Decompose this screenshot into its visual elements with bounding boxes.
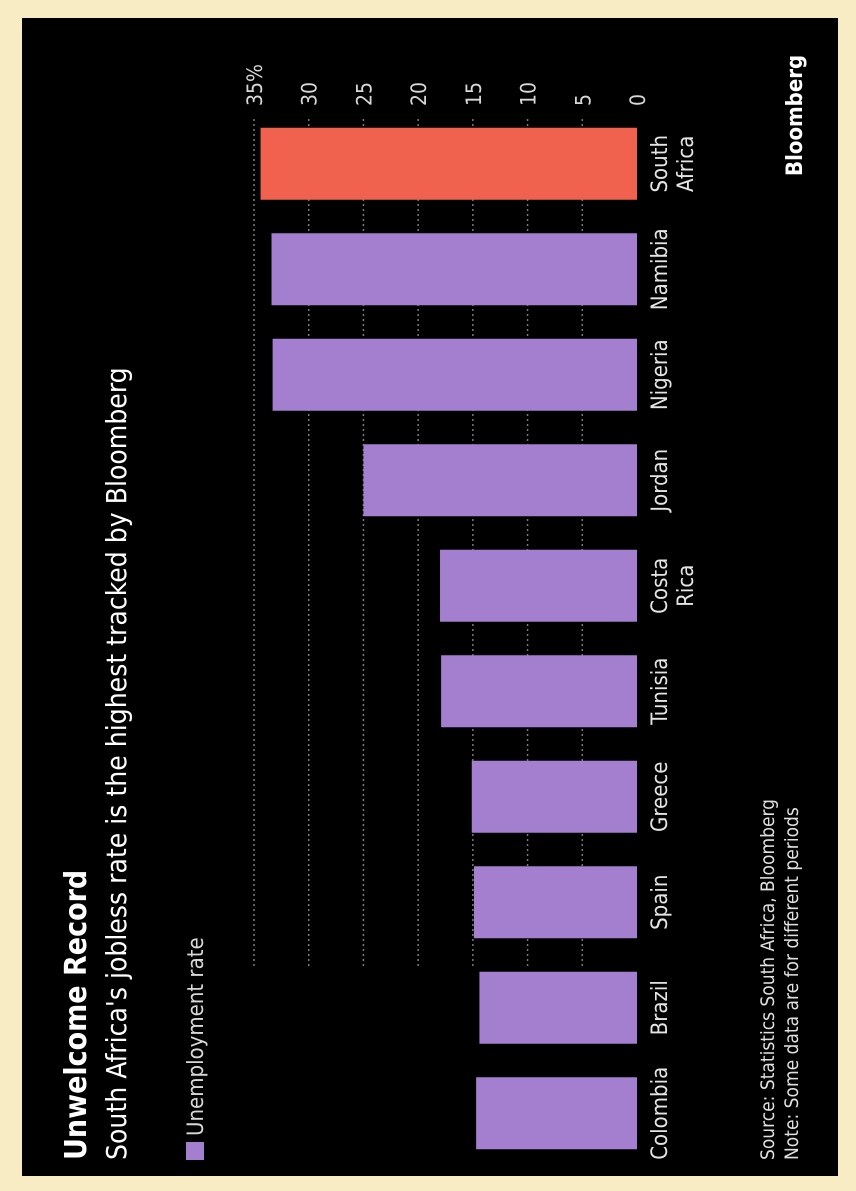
x-tick-label: Brazil xyxy=(648,980,673,1035)
bar-chart: Unwelcome Record South Africa's jobless … xyxy=(59,55,808,1160)
bar-brazil xyxy=(479,971,637,1044)
bloomberg-logo: Bloomberg xyxy=(783,55,808,176)
y-tick-label: 10 xyxy=(517,82,541,106)
source-text: Source: Statistics South Africa, Bloombe… xyxy=(757,799,779,1160)
bars xyxy=(260,127,638,1150)
x-tick-label: Jordan xyxy=(648,449,673,514)
x-tick-label: Colombia xyxy=(648,1067,673,1160)
y-tick-label: 30 xyxy=(298,82,322,106)
legend-label: Unemployment rate xyxy=(184,937,209,1136)
bar-south-africa xyxy=(260,127,638,200)
y-tick-label: 25 xyxy=(352,82,376,106)
bar-tunisia xyxy=(441,655,637,728)
y-tick-label: 5 xyxy=(571,94,595,106)
chart-title: Unwelcome Record xyxy=(59,870,94,1160)
bar-nigeria xyxy=(272,338,638,411)
bar-colombia xyxy=(476,1077,638,1150)
chart-canvas: Unwelcome Record South Africa's jobless … xyxy=(22,18,838,1176)
x-tick-label: SouthAfrica xyxy=(648,135,699,193)
x-tick-label: Spain xyxy=(648,875,673,930)
x-tick-label: Greece xyxy=(648,762,673,832)
y-tick-label: 35% xyxy=(243,64,267,106)
bar-spain xyxy=(473,866,637,939)
x-tick-label: Nigeria xyxy=(648,339,673,410)
x-tick-label: Tunisia xyxy=(648,658,673,726)
note-text: Note: Some data are for different period… xyxy=(781,807,803,1160)
x-tick-label: CostaRica xyxy=(648,558,699,614)
bar-jordan xyxy=(363,444,637,517)
chart-frame: Unwelcome Record South Africa's jobless … xyxy=(22,18,838,1176)
legend-swatch xyxy=(186,1142,204,1160)
x-axis-labels: Colombia Brazil Spain Greece Tunisia CostaRic… xyxy=(648,135,699,1160)
chart-subtitle: South Africa's jobless rate is the highe… xyxy=(100,367,133,1160)
bar-costa-rica xyxy=(440,549,637,622)
y-axis-ticks: 0 5 10 15 20 25 30 35% xyxy=(243,64,650,106)
x-tick-label: Namibia xyxy=(648,228,673,310)
y-tick-label: 20 xyxy=(407,82,431,106)
y-tick-label: 0 xyxy=(626,94,650,106)
bar-greece xyxy=(471,760,637,833)
y-tick-label: 15 xyxy=(462,82,486,106)
bar-namibia xyxy=(271,233,637,306)
